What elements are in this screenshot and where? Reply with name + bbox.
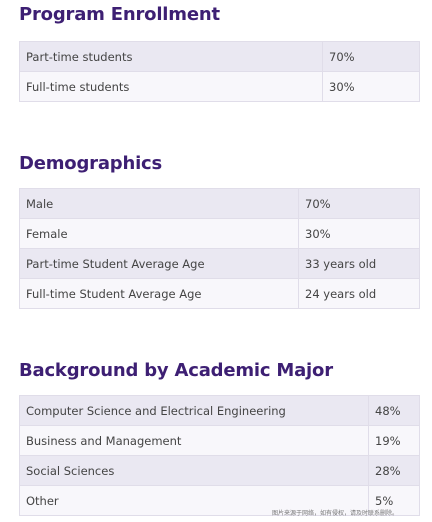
row-label: Female xyxy=(19,218,299,249)
section-title-program-enrollment: Program Enrollment xyxy=(19,4,220,25)
row-label: Computer Science and Electrical Engineer… xyxy=(19,395,369,426)
row-value: 70% xyxy=(322,41,420,72)
row-value: 24 years old xyxy=(298,278,420,309)
row-value: 30% xyxy=(322,71,420,102)
row-value: 5% xyxy=(368,485,420,516)
row-label: Full-time Student Average Age xyxy=(19,278,299,309)
row-label: Full-time students xyxy=(19,71,323,102)
section-title-background-by-major: Background by Academic Major xyxy=(19,360,333,381)
watermark-text: 图片来源于网络，如有侵权，请及时联系删除。 xyxy=(272,510,399,517)
table-row: Part-time students 70% xyxy=(19,41,420,72)
table-row: Social Sciences 28% xyxy=(19,455,420,486)
table-row: Part-time Student Average Age 33 years o… xyxy=(19,248,420,279)
row-value: 70% xyxy=(298,188,420,219)
demographics-table: Male 70% Female 30% Part-time Student Av… xyxy=(19,188,420,309)
row-value: 30% xyxy=(298,218,420,249)
table-row: Full-time students 30% xyxy=(19,71,420,102)
table-row: Business and Management 19% xyxy=(19,425,420,456)
table-row: Male 70% xyxy=(19,188,420,219)
row-value: 19% xyxy=(368,425,420,456)
row-value: 48% xyxy=(368,395,420,426)
program-enrollment-table: Part-time students 70% Full-time student… xyxy=(19,41,420,102)
table-row: Computer Science and Electrical Engineer… xyxy=(19,395,420,426)
row-label: Male xyxy=(19,188,299,219)
row-label: Other xyxy=(19,485,369,516)
row-value: 33 years old xyxy=(298,248,420,279)
table-row: Female 30% xyxy=(19,218,420,249)
table-row: Other 5% xyxy=(19,485,420,516)
row-value: 28% xyxy=(368,455,420,486)
row-label: Part-time students xyxy=(19,41,323,72)
row-label: Social Sciences xyxy=(19,455,369,486)
academic-major-table: Computer Science and Electrical Engineer… xyxy=(19,395,420,516)
table-row: Full-time Student Average Age 24 years o… xyxy=(19,278,420,309)
section-title-demographics: Demographics xyxy=(19,153,163,174)
row-label: Part-time Student Average Age xyxy=(19,248,299,279)
row-label: Business and Management xyxy=(19,425,369,456)
